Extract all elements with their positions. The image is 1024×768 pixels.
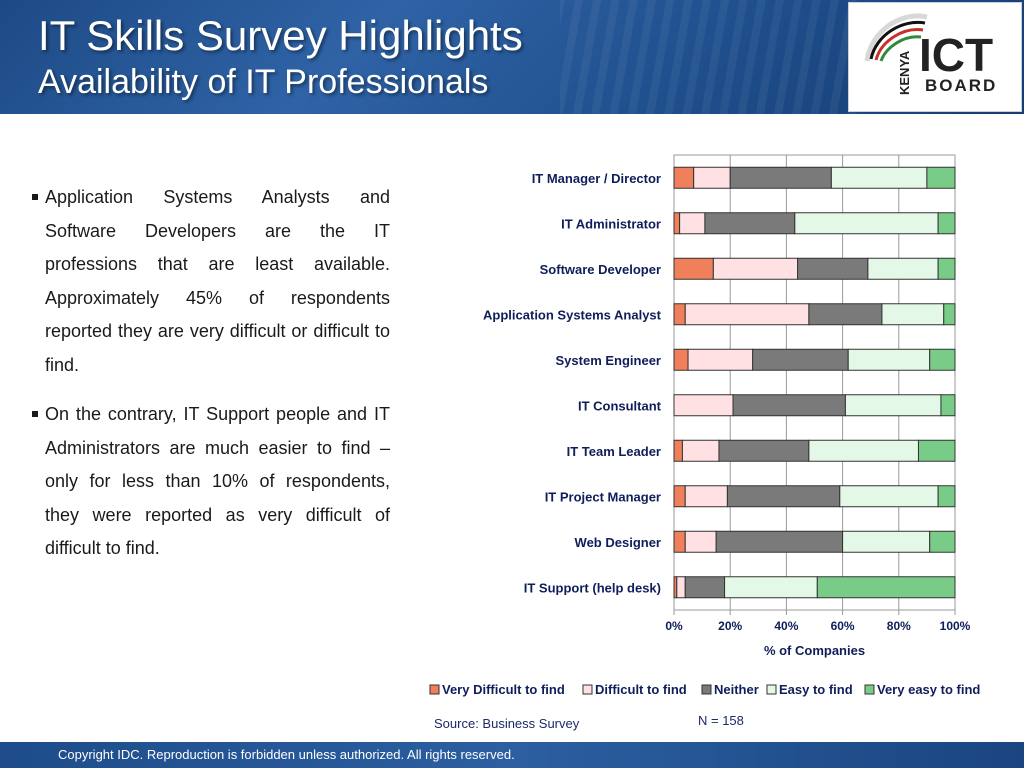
slide-subtitle: Availability of IT Professionals bbox=[38, 63, 489, 101]
legend-label: Difficult to find bbox=[595, 682, 687, 697]
bar-segment bbox=[940, 394, 956, 417]
y-category-label: IT Project Manager bbox=[545, 489, 661, 504]
bar-segment bbox=[844, 394, 942, 417]
footer-bar: Copyright IDC. Reproduction is forbidden… bbox=[0, 742, 1024, 768]
logo-ict-text: ICT bbox=[919, 29, 993, 81]
y-category-label: Software Developer bbox=[540, 262, 661, 277]
bar-segment bbox=[794, 212, 939, 235]
x-tick-label: 40% bbox=[774, 619, 798, 633]
bullet-item: Application Systems Analysts and Softwar… bbox=[32, 181, 390, 382]
bar-segment bbox=[679, 212, 706, 235]
bar-segment bbox=[684, 530, 717, 553]
slide-title: IT Skills Survey Highlights bbox=[38, 12, 523, 59]
bar-segment bbox=[839, 485, 939, 508]
copyright-text: Copyright IDC. Reproduction is forbidden… bbox=[58, 747, 515, 762]
bar-segment bbox=[676, 576, 686, 599]
bar-segment bbox=[684, 576, 726, 599]
legend-label: Very Difficult to find bbox=[442, 682, 565, 697]
bar-segment bbox=[830, 166, 928, 189]
y-category-label: IT Support (help desk) bbox=[524, 580, 661, 595]
bar-segment bbox=[881, 303, 945, 326]
bar-segment bbox=[816, 576, 956, 599]
source-note: Source: Business Survey bbox=[434, 716, 580, 731]
y-category-label: Application Systems Analyst bbox=[483, 307, 662, 322]
bar-segment bbox=[929, 530, 956, 553]
legend-label: Easy to find bbox=[779, 682, 853, 697]
x-tick-label: 60% bbox=[831, 619, 855, 633]
x-tick-label: 20% bbox=[718, 619, 742, 633]
bar-segment bbox=[929, 348, 956, 371]
bar-segment bbox=[715, 530, 844, 553]
bar-segment bbox=[681, 439, 720, 462]
bar-segment bbox=[847, 348, 931, 371]
stacked-bar-chart: 0% 20% 40% 60% 80% 100% % of Companies IT Manag… bbox=[429, 154, 980, 697]
y-category-label: System Engineer bbox=[556, 353, 662, 368]
bar-segment bbox=[704, 212, 796, 235]
legend-label: Very easy to find bbox=[877, 682, 980, 697]
y-category-label: IT Consultant bbox=[578, 398, 662, 413]
bar-segment bbox=[712, 257, 799, 280]
legend-swatch bbox=[766, 684, 777, 695]
bar-segment bbox=[937, 485, 956, 508]
x-tick-label: 80% bbox=[887, 619, 911, 633]
bar-segment bbox=[673, 257, 714, 280]
bar-segment bbox=[684, 303, 810, 326]
legend-label: Neither bbox=[714, 682, 759, 697]
bar-segment bbox=[943, 303, 956, 326]
bar-segment bbox=[673, 394, 734, 417]
bar-segment bbox=[917, 439, 956, 462]
bar-segment bbox=[673, 166, 695, 189]
bar-segment bbox=[808, 303, 883, 326]
y-category-label: IT Manager / Director bbox=[532, 171, 661, 186]
bar-segment bbox=[732, 394, 846, 417]
bar-segment bbox=[673, 439, 683, 462]
header-decoration bbox=[560, 0, 860, 114]
bar-segment bbox=[808, 439, 919, 462]
bar-segment bbox=[867, 257, 939, 280]
x-axis-label: % of Companies bbox=[764, 643, 865, 658]
logo-graphic: KENYA ICT BOARD bbox=[864, 13, 997, 95]
logo-board-text: BOARD bbox=[925, 76, 997, 95]
bullet-square-icon bbox=[32, 194, 38, 200]
legend-swatch bbox=[429, 684, 440, 695]
y-category-label: IT Administrator bbox=[561, 216, 661, 231]
bar-segment bbox=[937, 212, 956, 235]
bar-segment bbox=[673, 212, 681, 235]
y-category-label: Web Designer bbox=[575, 535, 661, 550]
bar-segment bbox=[673, 485, 686, 508]
bar-segment bbox=[673, 348, 689, 371]
bullet-text: On the contrary, IT Support people and I… bbox=[45, 404, 390, 558]
sample-size-note: N = 158 bbox=[698, 713, 744, 728]
bar-segment bbox=[797, 257, 869, 280]
header-banner: IT Skills Survey Highlights Availability… bbox=[0, 0, 1024, 114]
x-tick-label: 0% bbox=[665, 619, 683, 633]
bullet-text: Application Systems Analysts and Softwar… bbox=[45, 187, 390, 375]
bar-segment bbox=[684, 485, 728, 508]
kenya-ict-board-logo: KENYA ICT BOARD bbox=[848, 2, 1022, 112]
bullet-list: Application Systems Analysts and Softwar… bbox=[32, 181, 390, 582]
logo-kenya-text: KENYA bbox=[897, 50, 912, 95]
legend-swatch bbox=[701, 684, 712, 695]
bar-segment bbox=[842, 530, 931, 553]
x-tick-label: 100% bbox=[940, 619, 971, 633]
bar-segment bbox=[718, 439, 810, 462]
bar-segment bbox=[926, 166, 956, 189]
bar-segment bbox=[726, 485, 841, 508]
bar-segment bbox=[673, 530, 686, 553]
bar-segment bbox=[687, 348, 754, 371]
bar-segment bbox=[937, 257, 956, 280]
bar-segment bbox=[729, 166, 832, 189]
legend-swatch bbox=[864, 684, 875, 695]
bullet-item: On the contrary, IT Support people and I… bbox=[32, 398, 390, 566]
bar-segment bbox=[724, 576, 818, 599]
legend-swatch bbox=[582, 684, 593, 695]
y-category-label: IT Team Leader bbox=[567, 444, 661, 459]
bar-segment bbox=[752, 348, 849, 371]
bar-segment bbox=[673, 303, 686, 326]
bar-segment bbox=[693, 166, 731, 189]
bullet-square-icon bbox=[32, 411, 38, 417]
